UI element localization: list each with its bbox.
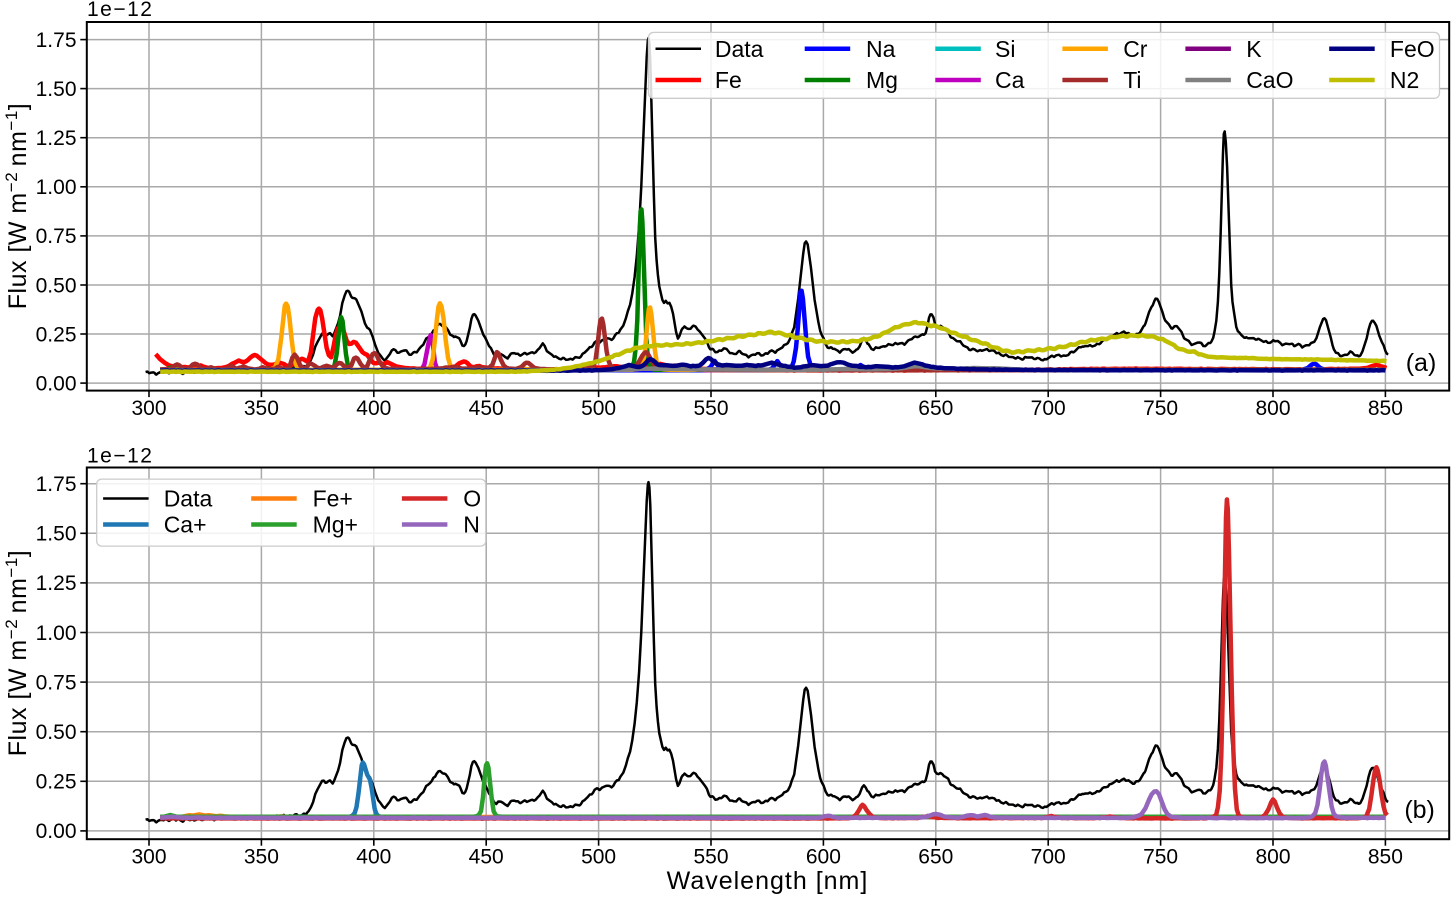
svg-text:0.75: 0.75 (36, 225, 77, 248)
svg-text:750: 750 (1143, 397, 1178, 420)
svg-text:550: 550 (693, 846, 728, 869)
svg-text:1e−12: 1e−12 (87, 0, 153, 21)
svg-text:1.00: 1.00 (36, 622, 77, 645)
svg-text:N: N (463, 512, 480, 538)
svg-text:850: 850 (1368, 397, 1403, 420)
svg-text:Ca: Ca (995, 67, 1025, 93)
svg-text:Na: Na (866, 36, 896, 62)
svg-text:0.50: 0.50 (36, 274, 77, 297)
svg-text:1.75: 1.75 (36, 473, 77, 496)
svg-text:1.75: 1.75 (36, 29, 77, 52)
svg-text:400: 400 (356, 397, 391, 420)
svg-text:(b): (b) (1404, 796, 1435, 824)
svg-text:1e−12: 1e−12 (87, 445, 153, 468)
svg-text:1.25: 1.25 (36, 127, 77, 150)
svg-text:O: O (463, 486, 481, 512)
svg-text:Mg: Mg (866, 67, 898, 93)
svg-text:450: 450 (469, 846, 504, 869)
svg-text:600: 600 (806, 397, 841, 420)
svg-text:Wavelength [nm]: Wavelength [nm] (667, 867, 869, 895)
svg-text:350: 350 (244, 846, 279, 869)
svg-text:0.50: 0.50 (36, 721, 77, 744)
svg-text:N2: N2 (1390, 67, 1419, 93)
svg-text:1.00: 1.00 (36, 176, 77, 199)
svg-text:500: 500 (581, 846, 616, 869)
svg-text:0.25: 0.25 (36, 771, 77, 794)
svg-text:850: 850 (1368, 846, 1403, 869)
svg-text:Flux [W m−2 nm−1]: Flux [W m−2 nm−1] (2, 550, 32, 756)
svg-text:550: 550 (693, 397, 728, 420)
svg-text:K: K (1246, 36, 1262, 62)
svg-text:400: 400 (356, 846, 391, 869)
svg-text:0.00: 0.00 (36, 372, 77, 395)
svg-text:600: 600 (806, 846, 841, 869)
svg-text:1.50: 1.50 (36, 78, 77, 101)
svg-text:Ti: Ti (1123, 67, 1141, 93)
svg-text:800: 800 (1255, 397, 1290, 420)
svg-text:700: 700 (1031, 846, 1066, 869)
svg-text:(a): (a) (1406, 349, 1437, 377)
svg-text:CaO: CaO (1246, 67, 1293, 93)
svg-text:450: 450 (469, 397, 504, 420)
svg-text:Flux [W m−2 nm−1]: Flux [W m−2 nm−1] (2, 103, 32, 309)
svg-text:Data: Data (715, 36, 764, 62)
svg-text:0.00: 0.00 (36, 820, 77, 843)
svg-text:750: 750 (1143, 846, 1178, 869)
svg-text:Fe+: Fe+ (313, 486, 353, 512)
svg-text:500: 500 (581, 397, 616, 420)
svg-text:800: 800 (1255, 846, 1290, 869)
svg-text:350: 350 (244, 397, 279, 420)
svg-text:1.25: 1.25 (36, 572, 77, 595)
svg-text:Ca+: Ca+ (164, 512, 207, 538)
svg-text:300: 300 (131, 846, 166, 869)
svg-text:Fe: Fe (715, 67, 742, 93)
svg-text:Si: Si (995, 36, 1015, 62)
svg-text:FeO: FeO (1390, 36, 1435, 62)
svg-text:650: 650 (918, 397, 953, 420)
svg-text:Mg+: Mg+ (313, 512, 358, 538)
svg-text:650: 650 (918, 846, 953, 869)
svg-text:0.25: 0.25 (36, 323, 77, 346)
svg-text:700: 700 (1031, 397, 1066, 420)
svg-text:0.75: 0.75 (36, 671, 77, 694)
svg-text:Cr: Cr (1123, 36, 1148, 62)
svg-text:1.50: 1.50 (36, 523, 77, 546)
svg-text:300: 300 (131, 397, 166, 420)
svg-text:Data: Data (164, 486, 213, 512)
